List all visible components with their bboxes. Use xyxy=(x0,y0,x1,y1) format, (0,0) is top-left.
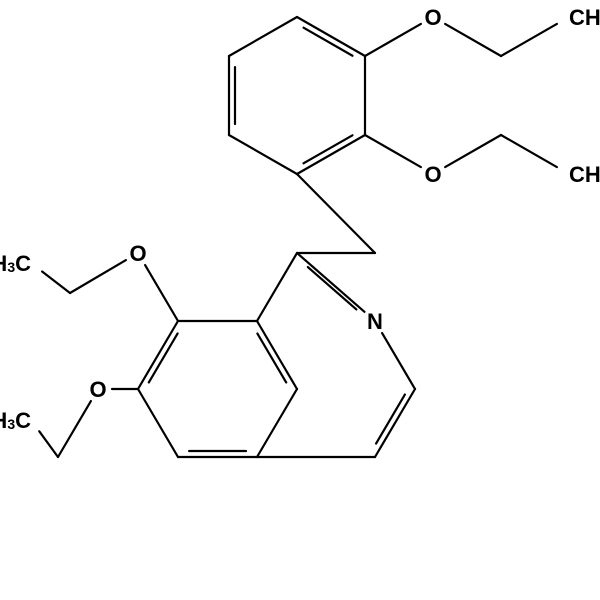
bond xyxy=(501,135,557,167)
chemical-structure: N O CH3 O CH3 O H3C O H3C xyxy=(0,0,600,600)
bond xyxy=(365,24,421,56)
bond xyxy=(257,389,297,457)
atom-label-E72: H3C xyxy=(0,251,31,276)
atom-label-E42: CH3 xyxy=(569,5,600,30)
atom-label-E32: CH3 xyxy=(569,162,600,187)
bond xyxy=(375,389,415,457)
bond xyxy=(304,135,353,163)
bond xyxy=(257,253,297,321)
bond xyxy=(376,395,405,444)
bond xyxy=(365,135,421,167)
bond xyxy=(382,333,415,389)
bond xyxy=(39,431,58,457)
atom-label-O7: O xyxy=(129,241,146,266)
bond xyxy=(229,135,297,174)
bond xyxy=(138,389,178,457)
atom-label-E62: H3C xyxy=(0,408,31,433)
bond xyxy=(297,17,365,56)
atom-label-O3: O xyxy=(424,162,441,187)
bond xyxy=(304,28,353,56)
atom-label-N: N xyxy=(367,309,383,334)
bond xyxy=(145,265,178,321)
bond xyxy=(138,321,178,389)
bond xyxy=(58,401,91,457)
bond xyxy=(501,24,557,56)
bond xyxy=(297,253,364,312)
bond xyxy=(257,334,286,383)
bond xyxy=(70,260,126,293)
atom-label-O4: O xyxy=(424,5,441,30)
bond xyxy=(445,135,501,167)
bond xyxy=(42,272,70,293)
bond xyxy=(229,17,297,56)
bond xyxy=(149,333,178,382)
bond xyxy=(257,321,297,389)
atom-label-O6: O xyxy=(89,377,106,402)
bond xyxy=(297,174,375,253)
bond xyxy=(308,267,357,309)
bond xyxy=(445,24,501,56)
bond xyxy=(297,135,365,174)
